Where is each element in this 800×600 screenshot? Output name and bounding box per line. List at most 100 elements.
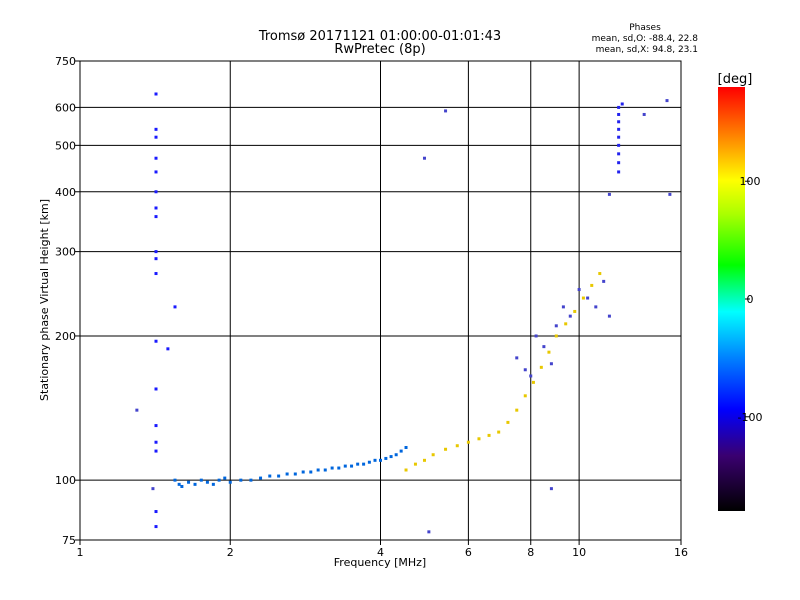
stats-heading: Phases [629,23,661,33]
data-point [549,487,553,491]
data-point [617,135,621,139]
data-point [399,449,403,453]
data-point [444,447,448,451]
data-point [431,453,435,457]
data-point [316,468,320,472]
data-point [617,152,621,156]
data-point [180,484,184,488]
data-point [154,257,158,261]
data-point [362,462,366,466]
data-point [547,350,551,354]
stats-box: Phases mean, sd,O: -88.4, 22.8 mean, sd,… [592,23,699,55]
data-point [154,424,158,428]
data-point [466,440,470,444]
y-axis: 75 100 200 300 400 500 600 750 [55,55,80,547]
data-point [166,347,170,351]
data-point [642,112,646,116]
data-point [367,460,371,464]
data-point [617,112,621,116]
data-point [564,322,568,326]
data-point [154,127,158,131]
chart-subtitle: RwPretec (8p) [334,42,425,57]
data-point [617,120,621,124]
data-point [389,455,393,459]
data-point [620,102,624,106]
x-tick-label: 4 [377,546,384,559]
data-point [239,478,243,482]
data-point [154,135,158,139]
data-point [487,433,491,437]
data-point [199,478,203,482]
data-point [665,99,669,103]
data-point [617,161,621,165]
data-point [277,474,281,478]
x-tick-label: 8 [527,546,534,559]
data-point [154,170,158,174]
data-point [337,466,341,470]
data-point [193,482,197,486]
colorbar-tick-label: -100 [738,411,763,424]
series-group [173,445,408,488]
y-axis-label: Stationary phase Virtual Height [km] [38,199,51,401]
data-point [154,440,158,444]
data-point [617,127,621,131]
title-block: Tromsø 20171121 01:00:00-01:01:43 RwPret… [258,29,501,57]
data-point [590,283,594,287]
series-group [404,272,602,472]
data-point [554,324,558,328]
x-axis-label: Frequency [MHz] [334,556,426,569]
data-point [577,288,581,292]
data-point [350,464,354,468]
data-point [581,296,585,300]
stats-line-o: mean, sd,O: -88.4, 22.8 [592,34,699,44]
data-point [542,345,546,349]
data-point [173,478,177,482]
data-point [455,444,459,448]
x-axis: 1 2 4 6 8 10 16 [77,540,688,559]
data-point [506,420,510,424]
colorbar-tick-label: 100 [740,175,761,188]
data-point [602,279,606,283]
data-point [413,462,417,466]
data-point [154,387,158,391]
data-point [154,215,158,219]
data-point [154,156,158,160]
data-point [301,470,305,474]
data-point [561,305,565,309]
data-point [356,462,360,466]
data-point [293,472,297,476]
data-point [531,380,535,384]
x-tick-label: 2 [227,546,234,559]
data-point [154,449,158,453]
data-point [177,482,181,486]
data-point [515,356,519,360]
data-point [404,468,408,472]
x-tick-label: 6 [465,546,472,559]
data-point [154,190,158,194]
series-group [154,92,177,529]
data-point [379,458,382,462]
data-point [343,464,347,468]
data-point [515,408,519,412]
data-point [534,334,538,338]
data-point [154,92,158,96]
x-tick-label: 10 [572,546,586,559]
x-tick-label: 1 [77,546,84,559]
data-point [384,456,388,460]
series-group [617,102,624,174]
colorbar-tick-label: 0 [747,293,754,306]
data-point [422,156,426,160]
data-point [523,394,527,398]
colorbar-ticks: 100 0 -100 [738,175,763,424]
stats-line-x: mean, sd,X: 94.8, 23.1 [596,45,698,55]
data-point [154,525,158,529]
y-tick-label: 75 [62,534,76,547]
data-point [154,272,158,276]
x-tick-label: 16 [674,546,688,559]
data-point [617,105,621,109]
data-point [594,305,598,309]
data-point [309,470,313,474]
data-point [211,482,215,486]
data-point [394,453,398,457]
y-tick-label: 100 [55,474,76,487]
